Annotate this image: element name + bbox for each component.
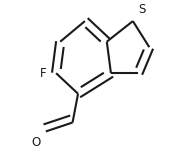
Text: S: S [138, 3, 146, 16]
Text: F: F [40, 67, 46, 80]
Text: O: O [31, 136, 40, 148]
